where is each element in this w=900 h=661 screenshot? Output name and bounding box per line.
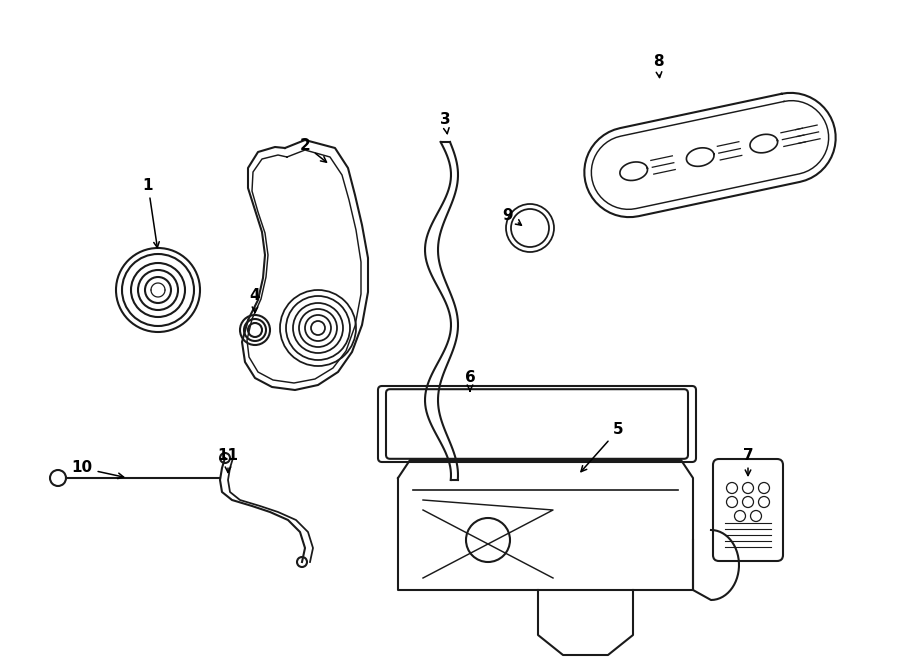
Text: 5: 5 <box>581 422 624 472</box>
Text: 6: 6 <box>464 371 475 391</box>
Text: 7: 7 <box>742 447 753 475</box>
Text: 8: 8 <box>652 54 663 77</box>
Text: 9: 9 <box>503 208 521 225</box>
Text: 10: 10 <box>71 461 123 479</box>
Text: 3: 3 <box>440 112 450 134</box>
Text: 4: 4 <box>249 288 260 313</box>
Text: 2: 2 <box>300 137 327 162</box>
Text: 11: 11 <box>218 447 238 473</box>
Text: 1: 1 <box>143 178 159 248</box>
